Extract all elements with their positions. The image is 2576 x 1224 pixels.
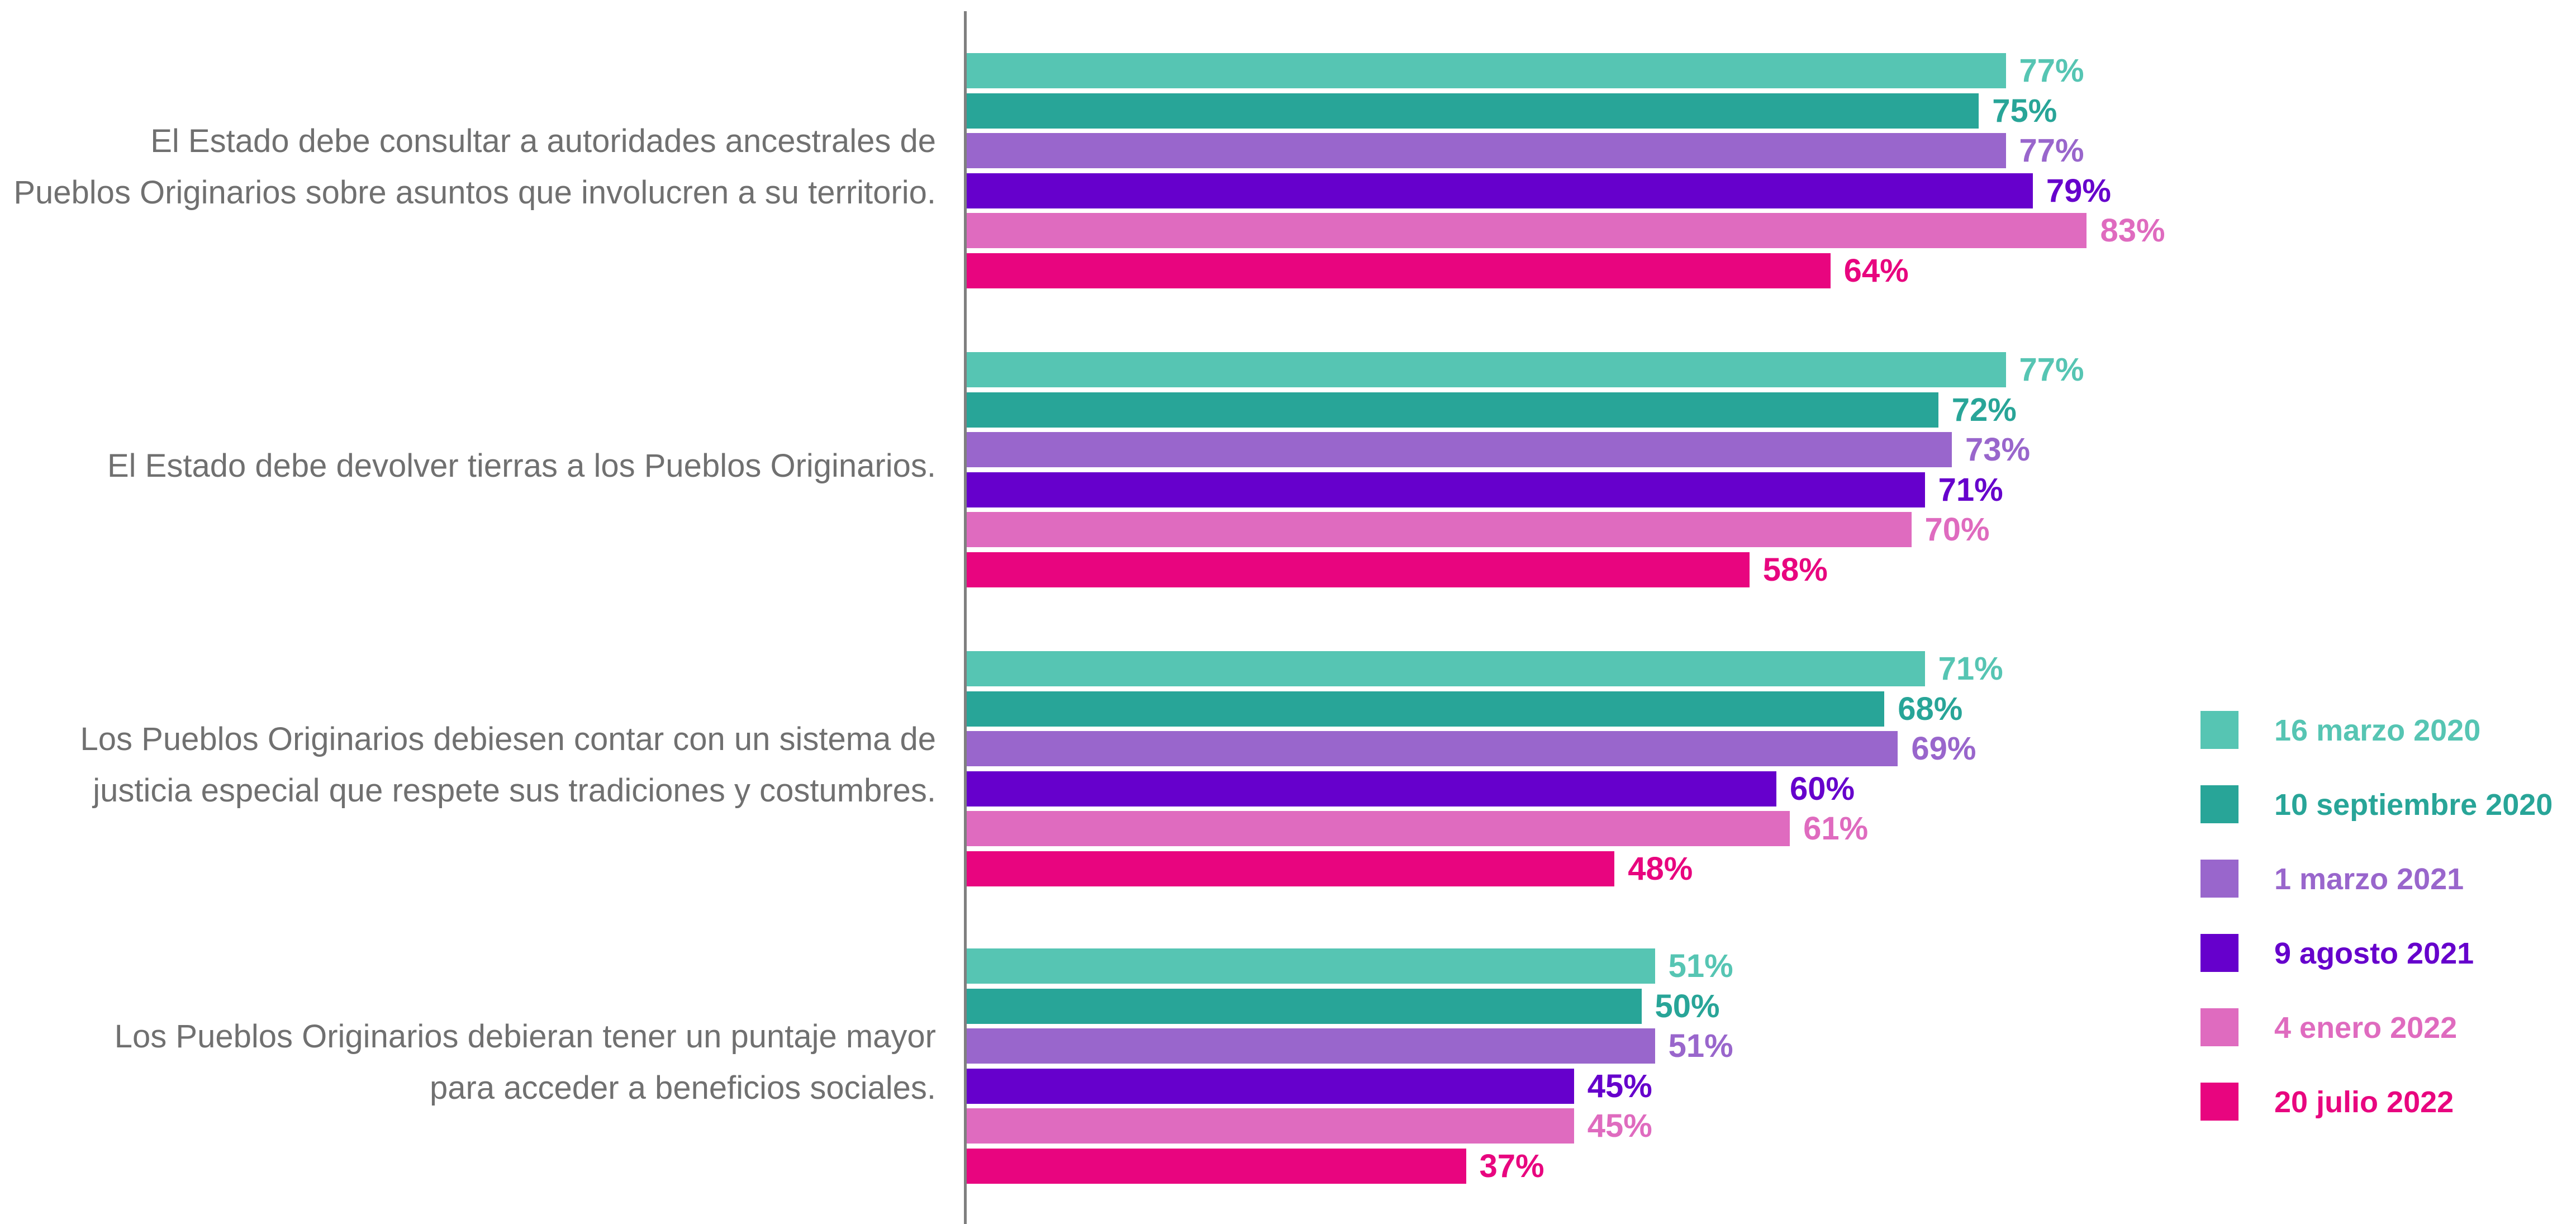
legend-item: 4 enero 2022 bbox=[2200, 1008, 2569, 1047]
bar-value-label: 50% bbox=[1655, 988, 1720, 1024]
bar-value-label: 61% bbox=[1803, 810, 1869, 847]
legend-item: 1 marzo 2021 bbox=[2200, 860, 2569, 899]
bar bbox=[967, 811, 1790, 846]
legend-item: 10 septiembre 2020 bbox=[2200, 785, 2569, 824]
bar bbox=[967, 651, 1925, 686]
bar bbox=[967, 988, 1642, 1024]
bar bbox=[967, 352, 2006, 387]
bar-value-label: 51% bbox=[1668, 1028, 1733, 1064]
legend-swatch bbox=[2200, 785, 2238, 823]
bar-value-label: 71% bbox=[1938, 651, 2003, 687]
bar bbox=[967, 472, 1925, 507]
bar-value-label: 45% bbox=[1587, 1108, 1652, 1144]
bar-value-label: 77% bbox=[2019, 53, 2084, 89]
bar-value-label: 37% bbox=[1479, 1147, 1544, 1184]
bar-value-label: 73% bbox=[1965, 431, 2031, 468]
vertical-axis-line bbox=[964, 11, 967, 1224]
legend-swatch bbox=[2200, 934, 2238, 972]
legend-label: 9 agosto 2021 bbox=[2274, 937, 2474, 970]
bar bbox=[967, 851, 1615, 886]
bar-value-label: 60% bbox=[1790, 770, 1855, 807]
bar-value-label: 77% bbox=[2019, 132, 2084, 169]
bar bbox=[967, 93, 1979, 129]
bar-value-label: 71% bbox=[1938, 471, 2003, 508]
bar-value-label: 58% bbox=[1762, 551, 1828, 588]
bar-value-label: 77% bbox=[2019, 352, 2084, 388]
category-label: Los Pueblos Originarios debieran tener u… bbox=[114, 1018, 936, 1107]
bar bbox=[967, 691, 1885, 727]
category-label: Los Pueblos Originarios debiesen contar … bbox=[80, 721, 936, 809]
legend-label: 16 marzo 2020 bbox=[2274, 714, 2481, 747]
legend-label: 20 julio 2022 bbox=[2274, 1085, 2454, 1119]
bar-value-label: 68% bbox=[1898, 690, 1963, 727]
bar bbox=[967, 253, 1831, 288]
legend-label: 10 septiembre 2020 bbox=[2274, 788, 2553, 822]
bar-value-label: 75% bbox=[1992, 92, 2057, 129]
legend-swatch bbox=[2200, 1008, 2238, 1046]
bar-value-label: 45% bbox=[1587, 1068, 1652, 1104]
bar bbox=[967, 213, 2087, 248]
bar-value-label: 69% bbox=[1911, 730, 1976, 767]
legend-swatch bbox=[2200, 860, 2238, 898]
bar-value-label: 79% bbox=[2046, 172, 2111, 209]
category-label: El Estado debe consultar a autoridades a… bbox=[13, 123, 936, 211]
bar bbox=[967, 173, 2033, 208]
bar bbox=[967, 1028, 1655, 1064]
bar-value-label: 83% bbox=[2100, 212, 2165, 249]
category-label: El Estado debe devolver tierras a los Pu… bbox=[107, 448, 936, 485]
bar bbox=[967, 53, 2006, 88]
legend-item: 16 marzo 2020 bbox=[2200, 711, 2569, 750]
bar bbox=[967, 432, 1952, 467]
bar bbox=[967, 1068, 1574, 1104]
bar-value-label: 70% bbox=[1924, 511, 1990, 548]
legend-item: 20 julio 2022 bbox=[2200, 1083, 2569, 1122]
bar bbox=[967, 392, 1938, 428]
bar bbox=[967, 552, 1750, 587]
bar bbox=[967, 771, 1776, 806]
bar bbox=[967, 512, 1912, 547]
legend-swatch bbox=[2200, 1083, 2238, 1121]
legend-label: 4 enero 2022 bbox=[2274, 1011, 2458, 1045]
legend-item: 9 agosto 2021 bbox=[2200, 934, 2569, 973]
bar-value-label: 51% bbox=[1668, 948, 1733, 984]
bar-value-label: 72% bbox=[1951, 391, 2017, 428]
legend-label: 1 marzo 2021 bbox=[2274, 862, 2464, 896]
bar-value-label: 64% bbox=[1843, 252, 1909, 289]
bar-value-label: 48% bbox=[1628, 850, 1693, 887]
bar bbox=[967, 1108, 1574, 1144]
legend-swatch bbox=[2200, 711, 2238, 749]
bar bbox=[967, 1148, 1466, 1184]
bar bbox=[967, 731, 1898, 766]
bar bbox=[967, 133, 2006, 168]
bar bbox=[967, 948, 1655, 984]
